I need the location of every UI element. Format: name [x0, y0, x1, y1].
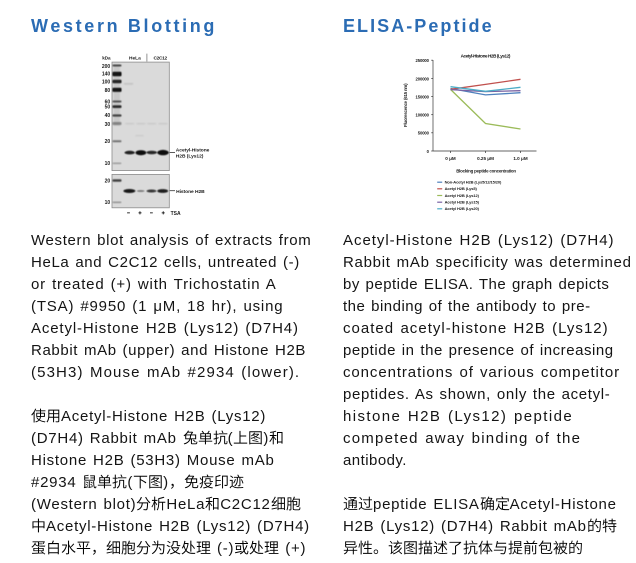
svg-text:150000: 150000 [416, 94, 430, 99]
svg-text:200000: 200000 [416, 76, 430, 81]
svg-text:Acetyl H2B (Lys5): Acetyl H2B (Lys5) [445, 186, 478, 191]
svg-text:20: 20 [105, 139, 111, 145]
svg-text:Acetyl H2B (Lys12): Acetyl H2B (Lys12) [445, 193, 480, 198]
svg-text:10: 10 [105, 200, 111, 206]
svg-text:50000: 50000 [418, 131, 430, 136]
svg-text:Acetyl-Histone: Acetyl-Histone [176, 147, 210, 153]
svg-text:20: 20 [105, 178, 111, 184]
svg-text:H2B (Lys12): H2B (Lys12) [176, 154, 204, 160]
svg-text:HeLa: HeLa [129, 56, 141, 62]
svg-text:80: 80 [105, 88, 111, 94]
svg-text:40: 40 [105, 113, 111, 119]
svg-text:250000: 250000 [416, 58, 430, 63]
svg-text:Histone H2B: Histone H2B [176, 189, 205, 195]
svg-text:100: 100 [102, 79, 111, 85]
svg-text:10: 10 [105, 161, 111, 167]
svg-text:1.0 μM: 1.0 μM [513, 156, 527, 161]
svg-text:TSA: TSA [171, 211, 181, 217]
svg-text:Acetyl-Histone H2B (Lys12): Acetyl-Histone H2B (Lys12) [461, 53, 511, 58]
svg-text:30: 30 [105, 122, 111, 128]
svg-text:Acetyl H2B (Lys20): Acetyl H2B (Lys20) [445, 206, 480, 211]
svg-text:0.25 μM: 0.25 μM [477, 156, 494, 161]
svg-text:Acetyl H2B (Lys15): Acetyl H2B (Lys15) [445, 200, 480, 205]
svg-text:200: 200 [102, 64, 111, 70]
svg-text:0 μM: 0 μM [445, 156, 456, 161]
svg-text:Non-Acetyl H2B (Lys5/12/15/20): Non-Acetyl H2B (Lys5/12/15/20) [445, 180, 502, 185]
svg-text:Blocking peptide concentration: Blocking peptide concentration [456, 168, 516, 173]
svg-text:50: 50 [105, 105, 111, 111]
svg-text:Fluorescence (615 nm): Fluorescence (615 nm) [403, 83, 408, 127]
svg-text:C2C12: C2C12 [153, 56, 167, 62]
svg-text:100000: 100000 [416, 113, 430, 118]
svg-text:kDa: kDa [102, 56, 111, 61]
svg-text:0: 0 [427, 149, 430, 154]
svg-text:60: 60 [105, 100, 111, 106]
svg-text:140: 140 [102, 72, 111, 78]
